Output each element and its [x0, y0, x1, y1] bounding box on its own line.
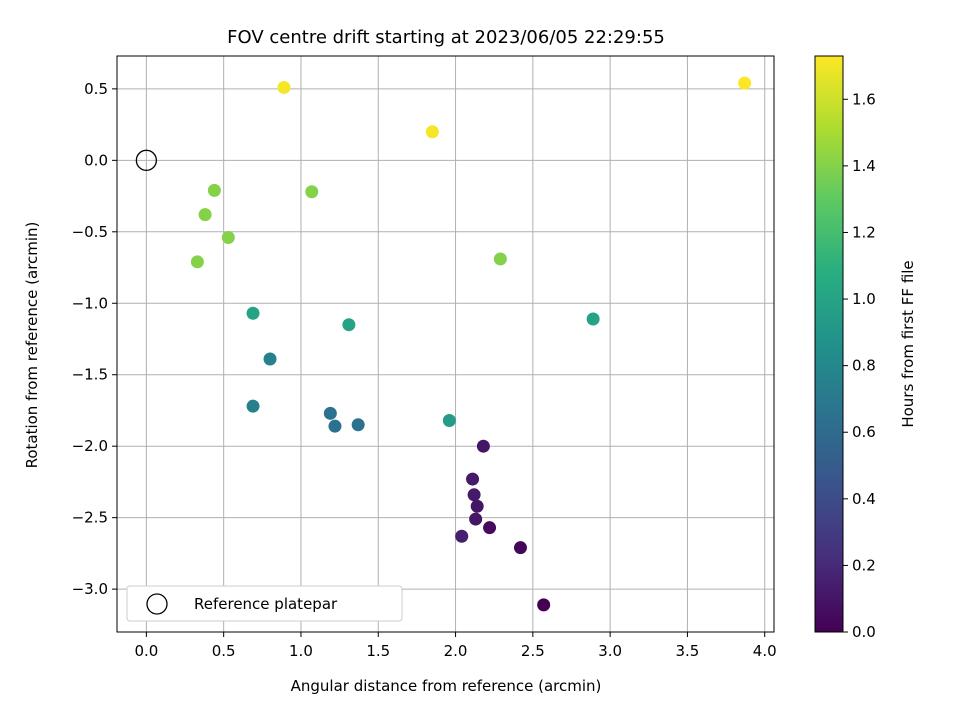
data-point: [246, 399, 260, 413]
legend-entry: Reference platepar: [194, 595, 338, 613]
y-tick-label: −2.5: [72, 509, 108, 527]
x-tick-label: 0.5: [212, 642, 236, 660]
colorbar-tick-label: 0.8: [852, 357, 876, 375]
x-tick-label: 1.5: [366, 642, 390, 660]
y-tick-label: −1.5: [72, 366, 108, 384]
colorbar-tick-label: 1.0: [852, 290, 876, 308]
x-tick-label: 3.5: [676, 642, 700, 660]
data-point: [207, 183, 221, 197]
data-point: [221, 231, 235, 245]
grid: [117, 56, 774, 632]
colorbar-label: Hours from first FF file: [899, 260, 917, 427]
y-tick-label: 0.0: [84, 151, 108, 169]
legend-box: [126, 585, 403, 622]
colorbar-ticks: 0.0 0.2 0.4 0.6 0.8 1.0 1.2 1.4 1.6: [843, 90, 876, 641]
data-point: [476, 439, 490, 453]
y-tick-label: −2.0: [72, 437, 108, 455]
data-point: [586, 312, 600, 326]
data-point: [198, 208, 212, 222]
x-tick-label: 1.0: [289, 642, 313, 660]
data-point: [469, 512, 483, 526]
data-point: [483, 521, 497, 535]
data-point: [455, 529, 469, 543]
data-point: [328, 419, 342, 433]
colorbar-tick-label: 1.2: [852, 223, 876, 241]
data-point: [323, 406, 337, 420]
data-point: [466, 472, 480, 486]
y-axis-label: Rotation from reference (arcmin): [23, 222, 41, 469]
x-axis-label: Angular distance from reference (arcmin): [291, 677, 602, 695]
colorbar-tick-label: 1.4: [852, 157, 876, 175]
legend-marker-icon: [146, 593, 168, 615]
x-tick-label: 0.0: [134, 642, 158, 660]
y-tick-label: 0.5: [84, 80, 108, 98]
data-point: [537, 598, 551, 612]
colorbar-tick-label: 0.4: [852, 490, 876, 508]
data-point: [513, 541, 527, 555]
data-point: [351, 418, 365, 432]
y-tick-label: −0.5: [72, 223, 108, 241]
x-tick-label: 2.5: [521, 642, 545, 660]
data-point: [493, 252, 507, 266]
data-point: [342, 318, 356, 332]
colorbar-tick-label: 0.6: [852, 423, 876, 441]
data-point: [190, 255, 204, 269]
y-axis-ticks: 0.5 0.0 −0.5 −1.0 −1.5 −2.0 −2.5 −3.0: [72, 80, 117, 598]
x-tick-label: 3.0: [598, 642, 622, 660]
plot-frame: [116, 55, 775, 633]
data-point: [246, 306, 260, 320]
colorbar: [814, 55, 844, 633]
data-point: [277, 80, 291, 94]
y-tick-label: −3.0: [72, 580, 108, 598]
chart-title: FOV centre drift starting at 2023/06/05 …: [227, 27, 665, 48]
data-point: [263, 352, 277, 366]
legend: Reference platepar: [126, 585, 403, 622]
data-point: [425, 125, 439, 139]
x-tick-label: 2.0: [444, 642, 468, 660]
colorbar-tick-label: 0.0: [852, 623, 876, 641]
reference-marker: [135, 149, 158, 171]
colorbar-tick-label: 1.6: [852, 90, 876, 108]
x-axis-ticks: 0.0 0.5 1.0 1.5 2.0 2.5 3.0 3.5 4.0: [134, 632, 777, 660]
data-point: [467, 488, 481, 502]
y-tick-label: −1.0: [72, 294, 108, 312]
data-points: [190, 76, 752, 612]
data-point: [470, 499, 484, 513]
data-point: [738, 76, 752, 90]
data-point: [442, 413, 456, 427]
x-tick-label: 4.0: [753, 642, 777, 660]
data-point: [305, 185, 319, 199]
colorbar-tick-label: 0.2: [852, 556, 876, 574]
